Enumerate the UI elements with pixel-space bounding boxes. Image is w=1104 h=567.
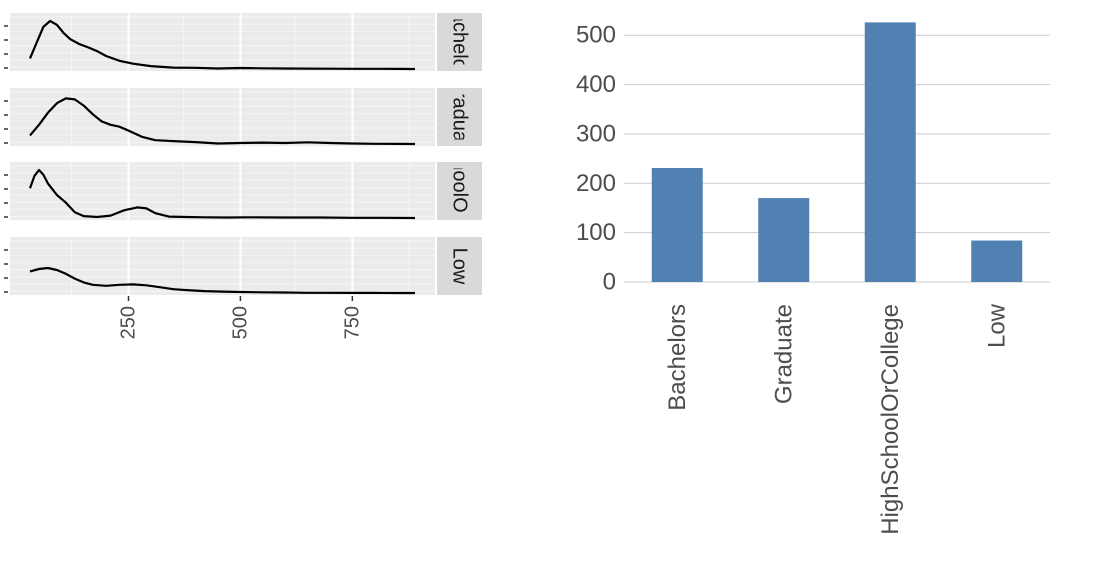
bar-y-tick-label: 200 <box>576 170 616 197</box>
facet-panel <box>10 237 435 295</box>
bar-category-label: Low <box>983 303 1010 348</box>
facet-panel <box>10 88 435 146</box>
density-line-graduate <box>29 97 416 146</box>
density-line-low <box>29 266 415 295</box>
facet-strip <box>437 162 482 220</box>
density-line-highschoolorcollege <box>28 168 416 220</box>
facet-strip-label: Bachelors <box>449 0 471 86</box>
bar-bachelors <box>651 167 703 282</box>
bar-highschoolorcollege <box>864 22 916 282</box>
facet-strip <box>437 88 482 146</box>
facet-strip-label: Graduate <box>449 75 471 158</box>
bar-category-label: HighSchoolOrCollege <box>877 304 904 535</box>
facet-x-tick-label: 500 <box>229 306 251 339</box>
facet-x-tick-label: 750 <box>341 306 363 339</box>
facet-strip <box>437 13 482 71</box>
facet-strip <box>437 237 482 295</box>
facet-strip-label: HighSchoolOrCollege <box>449 95 471 287</box>
bar-category-label: Graduate <box>770 304 797 404</box>
bar-y-tick-label: 300 <box>576 120 616 147</box>
bar-low <box>971 240 1023 282</box>
bar-y-tick-label: 0 <box>603 269 616 296</box>
bar-graduate <box>758 198 810 282</box>
facet-panel <box>10 162 435 220</box>
bar-y-tick-label: 100 <box>576 219 616 246</box>
facet-strip-label: Low <box>449 248 471 285</box>
facet-panel <box>10 13 435 71</box>
density-line-bachelors <box>28 19 416 71</box>
bar-y-tick-label: 500 <box>576 22 616 49</box>
bar-chart: 0 100 200 300 400 500 Bachelors Graduate HighSch… <box>576 22 1050 535</box>
bar-y-tick-label: 400 <box>576 71 616 98</box>
bar-category-label: Bachelors <box>664 304 691 411</box>
facet-x-tick-label: 250 <box>117 306 139 339</box>
